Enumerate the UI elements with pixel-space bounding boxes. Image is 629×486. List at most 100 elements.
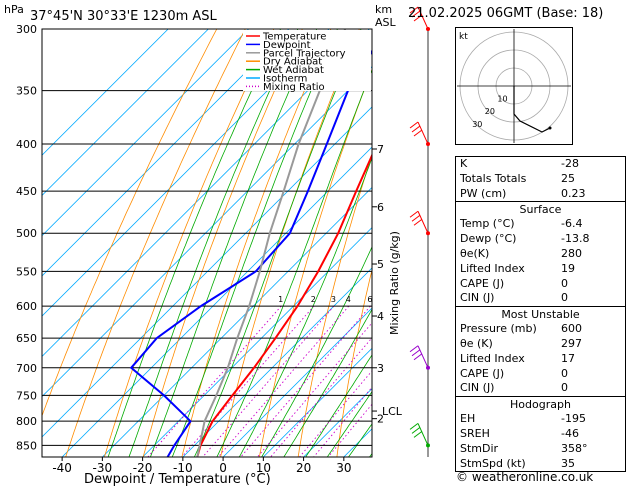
pressure-tick-label: 600 <box>16 300 37 313</box>
surface-label: Lifted Index <box>460 261 525 275</box>
location-title: 37°45'N 30°33'E 1230m ASL <box>30 9 218 24</box>
wind-barb-feather <box>411 349 421 357</box>
surface-value: 0 <box>561 276 568 290</box>
wind-barb-feather <box>413 129 423 137</box>
wet-adiabat-line <box>326 391 372 457</box>
series-temperature <box>196 153 372 457</box>
x-tick-label: -30 <box>93 461 113 475</box>
dry-adiabat-line <box>104 29 275 457</box>
mixing-ratio-axis-label: Mixing Ratio (g/kg) <box>388 231 401 335</box>
surface-row: Temp (°C) -6.4 <box>456 217 625 232</box>
most-unstable-row: θe (K) 297 <box>456 337 625 352</box>
wind-barb-feather <box>411 125 421 133</box>
surface-value: -13.8 <box>561 232 590 246</box>
km-tick-label: 4 <box>377 310 384 323</box>
hodograph-ring-label: 20 <box>485 107 495 116</box>
hodograph-label: SREH <box>460 426 490 440</box>
mixing-ratio-line <box>202 305 335 457</box>
index-label: PW (cm) <box>460 186 507 200</box>
series-dewpoint <box>129 49 372 457</box>
legend-label: Dewpoint <box>263 40 311 51</box>
wind-barb-feather <box>411 10 421 18</box>
pressure-tick-label: 450 <box>16 185 37 198</box>
forecast-date: 21.02.2025 06GMT (Base: 18) <box>408 6 604 21</box>
wet-adiabat-line <box>171 29 338 457</box>
mixing-ratio-label: 4 <box>346 295 351 304</box>
km-tick-label: 6 <box>377 201 384 214</box>
mixing-ratio-label: 6 <box>367 295 372 304</box>
hodograph-label: StmSpd (kt) <box>460 456 526 470</box>
hodograph-row: StmSpd (kt) 35 <box>456 457 625 472</box>
series-parcel-trajectory <box>196 29 347 457</box>
lcl-label: LCL <box>382 405 403 418</box>
pressure-tick-label: 850 <box>16 439 37 452</box>
background-lines <box>42 29 372 457</box>
mixing-ratio-line <box>147 305 282 457</box>
legend-label: Temperature <box>262 32 326 43</box>
wind-barb-shaft <box>417 345 429 368</box>
most-unstable-row: CIN (J) 0 <box>456 381 625 396</box>
surface-label: θe(K) <box>460 246 490 260</box>
isotherm-line <box>42 29 209 196</box>
index-label: Totals Totals <box>460 171 527 185</box>
wet-adiabat-line <box>305 354 372 457</box>
surface-value: 280 <box>561 246 582 260</box>
wind-barb-feather <box>411 214 421 222</box>
dry-adiabat-line <box>336 268 372 457</box>
surface-label: CIN (J) <box>460 291 495 305</box>
sounding-series: 12346810162025 <box>129 29 372 457</box>
indices-panel: K -28 Totals Totals 25 PW (cm) 0.23 Surface T… <box>455 156 626 473</box>
pressure-unit-label: hPa <box>4 3 24 16</box>
legend-label: Isotherm <box>263 74 307 85</box>
most-unstable-label: Pressure (mb) <box>460 322 537 336</box>
x-tick-label: 10 <box>256 461 271 475</box>
pressure-tick-label: 350 <box>16 85 37 98</box>
wind-barb-feather <box>411 427 421 434</box>
x-tick-label: -40 <box>52 461 72 475</box>
dry-adiabat-line <box>65 29 246 457</box>
hodograph-ring-label: 30 <box>472 120 482 129</box>
isotherm-line <box>263 347 372 457</box>
surface-row: θe(K) 280 <box>456 247 625 262</box>
plot-frame <box>41 28 373 458</box>
x-tick-label: 0 <box>219 461 227 475</box>
dry-adiabat-line <box>259 68 372 457</box>
wind-barb-shaft <box>417 423 429 446</box>
isotherm-line <box>42 29 249 237</box>
mixing-ratio-line <box>240 305 371 457</box>
index-row: PW (cm) 0.23 <box>456 187 625 202</box>
x-tick-label: -10 <box>173 461 193 475</box>
most-unstable-value: 17 <box>561 351 575 365</box>
dry-adiabat-line <box>297 153 372 457</box>
wet-adiabat-line <box>283 308 372 457</box>
hodograph-value: 35 <box>561 456 575 470</box>
surface-row: Dewp (°C) -13.8 <box>456 232 625 247</box>
legend-background <box>243 30 371 91</box>
most-unstable-row: CAPE (J) 0 <box>456 367 625 382</box>
mixing-ratio-label: 2 <box>311 295 316 304</box>
hodograph-row: SREH -46 <box>456 427 625 442</box>
isotherm-line <box>42 106 372 438</box>
wind-barb-shaft <box>417 121 429 145</box>
surface-row: CIN (J) 0 <box>456 291 625 306</box>
wind-barb-feather <box>413 218 423 226</box>
dry-adiabat-line <box>181 29 332 457</box>
legend-label: Mixing Ratio <box>263 82 325 93</box>
wind-barb-feather <box>409 423 419 430</box>
x-tick-label: 30 <box>336 461 351 475</box>
surface-title: Surface <box>519 203 562 217</box>
wind-barb-feather <box>413 431 423 438</box>
axes: 300350400450500550600650700750800850-40-… <box>16 23 403 475</box>
dry-adiabat-line <box>42 29 218 417</box>
isotherm-line <box>102 186 372 457</box>
hodograph-end-dot <box>548 126 552 130</box>
surface-value: -6.4 <box>561 217 583 231</box>
hodograph-unit-label: kt <box>459 32 468 42</box>
pressure-tick-label: 500 <box>16 227 37 240</box>
hodograph-label: StmDir <box>460 441 499 455</box>
wet-adiabat-line <box>216 68 372 457</box>
surface-label: Temp (°C) <box>460 217 515 231</box>
isotherm-line <box>142 227 372 457</box>
